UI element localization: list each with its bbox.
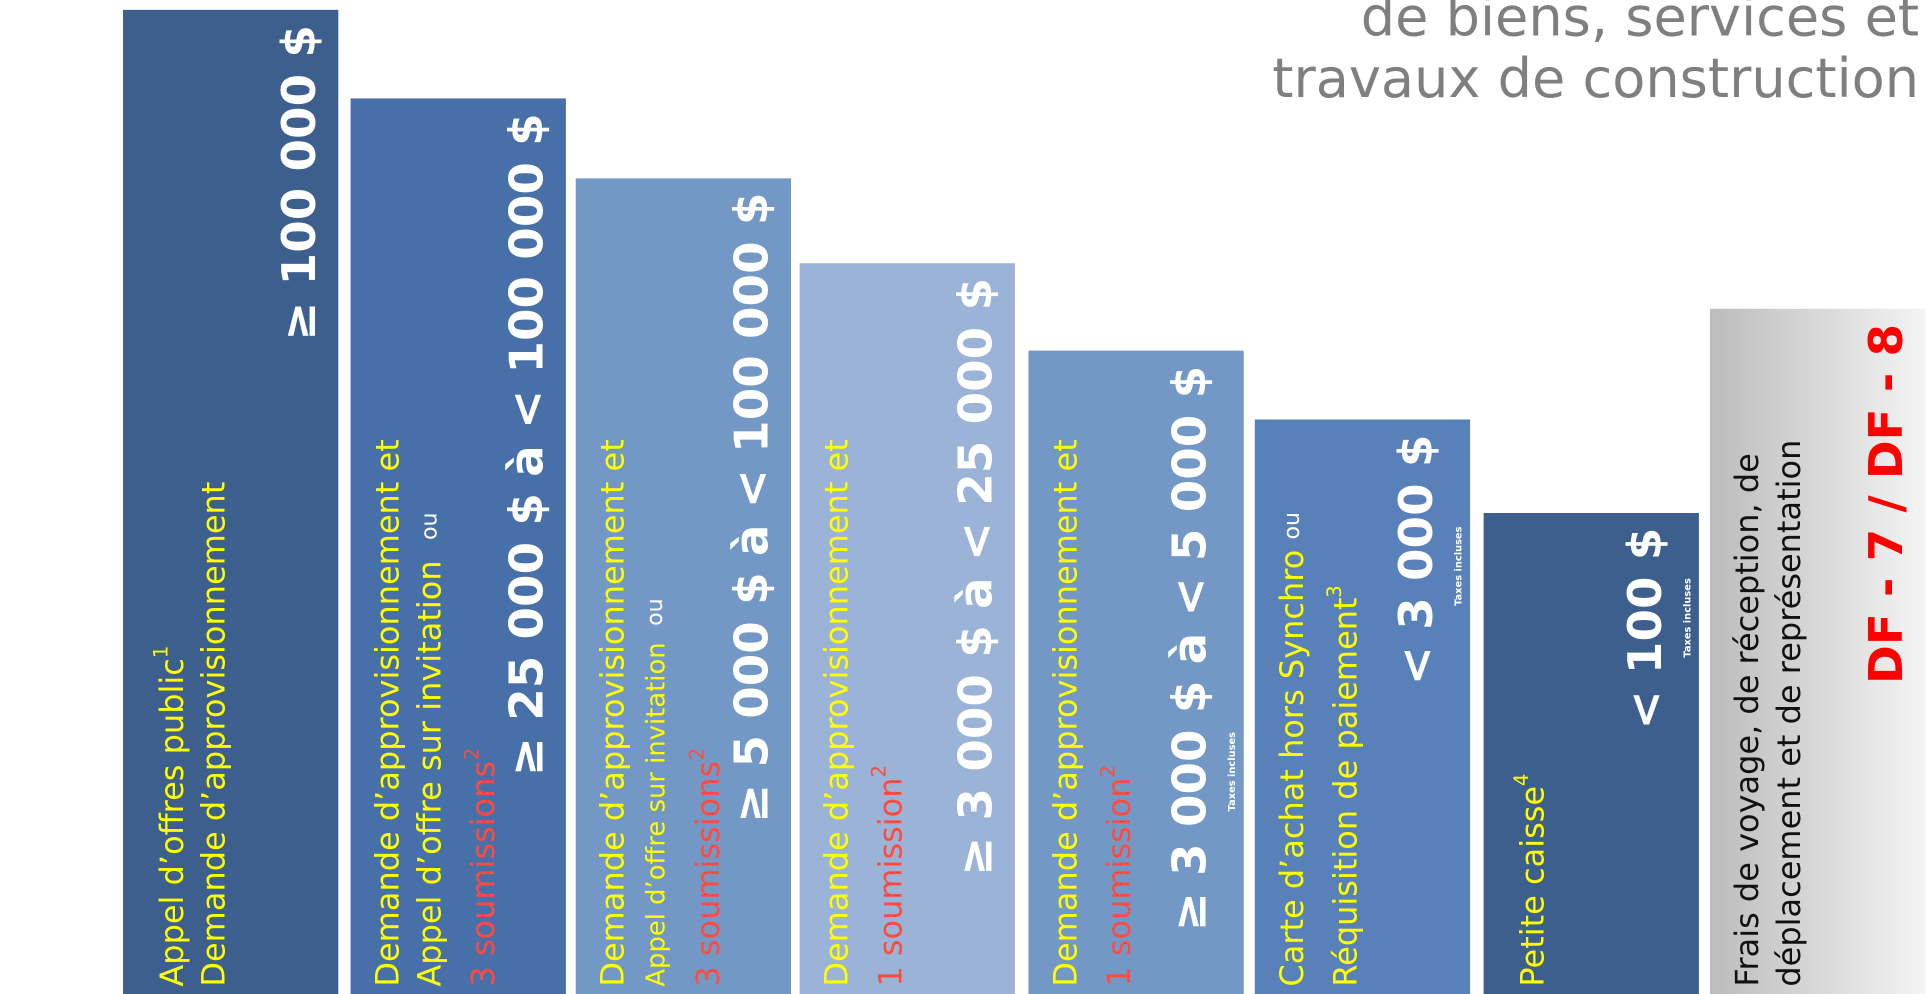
text: Petite caisse: [1515, 785, 1553, 987]
label: Demande d’approvisionnement et 1 soumiss…: [817, 276, 913, 987]
amount: ≥ 100 000 $: [271, 24, 327, 341]
column: Carte d’achat hors Synchro ou Réquisitio…: [1254, 419, 1471, 994]
text: 3 soumissions: [465, 760, 503, 987]
column: Demande d’approvisionnement et Appel d’o…: [350, 98, 566, 994]
footnote: 4: [1509, 773, 1533, 786]
label: Petite caisse4: [1501, 525, 1555, 986]
amount: ≥ 3 000 $ à < 5 000 $: [1162, 365, 1217, 931]
amount: < 3 000 $: [1388, 434, 1444, 685]
form-code: DF - 7 / DF - 8: [1858, 323, 1913, 684]
tax-note: Taxes incluses: [1452, 527, 1464, 607]
text: 3 soumissions: [690, 760, 728, 987]
column: Demande d’approvisionnement et 1 soumiss…: [1028, 350, 1244, 994]
amount: ≥ 3 000 $ à < 25 000 $: [948, 278, 1003, 876]
label-line: Demande d’approvisionnement et: [370, 439, 408, 987]
amount: < 100 $: [1617, 527, 1672, 730]
connector: ou: [642, 598, 668, 626]
text: 1 soumission: [1101, 777, 1139, 987]
amount: ≥ 25 000 $ à < 100 000 $: [499, 113, 554, 777]
footnote: 3: [1322, 584, 1346, 598]
text: Réquisition de paiement: [1328, 597, 1366, 987]
label-line: Frais de voyage, de réception, de: [1729, 453, 1767, 987]
text: Appel d’offre sur invitation: [412, 560, 450, 987]
tax-note: Taxes incluses: [1226, 732, 1238, 812]
label: Appel d’offres public1 Demande d’approvi…: [140, 22, 236, 987]
label-line: Demande d’approvisionnement et: [819, 439, 857, 987]
label-line: Appel d’offre sur invitation ou: [410, 111, 452, 987]
label-line: Demande d’approvisionnement et: [1048, 439, 1086, 987]
column: Demande d’approvisionnement et 1 soumiss…: [799, 263, 1015, 994]
footnote: 2: [1096, 764, 1120, 778]
column: Petite caisse4 < 100 $ Taxes incluses: [1483, 512, 1699, 994]
text: Appel d’offre sur invitation: [640, 642, 671, 987]
text: Carte d’achat hors Synchro: [1274, 549, 1312, 987]
label-line: Réquisition de paiement3: [1314, 432, 1368, 987]
label-line: Demande d’approvisionnement: [196, 481, 234, 987]
footnote: 2: [867, 764, 891, 778]
footnote: 1: [148, 645, 173, 659]
label-line: 3 soumissions2: [451, 111, 505, 987]
title-line: travaux de construction: [1272, 47, 1920, 111]
amount: ≥ 5 000 $ à < 100 000 $: [724, 193, 779, 824]
footnote: 2: [685, 748, 709, 761]
label-line: 1 soumission2: [1087, 363, 1141, 987]
title-line: de biens, services et: [1360, 0, 1920, 50]
column: Demande d’approvisionnement et Appel d’o…: [575, 178, 792, 994]
title: de biens, services et travaux de constru…: [1272, 0, 1919, 111]
label-line: Appel d’offre sur invitation ou: [635, 191, 677, 987]
label-line: 3 soumissions2: [677, 191, 731, 987]
column: Appel d’offres public1 Demande d’approvi…: [123, 9, 339, 994]
connector: ou: [417, 512, 443, 541]
text: 1 soumission: [873, 777, 910, 987]
footnote: 2: [460, 748, 484, 761]
label-line: Carte d’achat hors Synchro ou: [1272, 432, 1314, 987]
label: Carte d’achat hors Synchro ou Réquisitio…: [1272, 432, 1368, 987]
label-line: 1 soumission2: [859, 276, 913, 987]
label-line: Petite caisse4: [1501, 525, 1555, 986]
connector: ou: [1279, 511, 1306, 540]
text: Appel d’offres public: [154, 658, 192, 987]
label-line: déplacement et de représentation: [1771, 439, 1809, 987]
label-line: Demande d’approvisionnement et: [595, 439, 633, 987]
tax-note: Taxes incluses: [1681, 578, 1693, 659]
label: Frais de voyage, de réception, de déplac…: [1727, 321, 1811, 987]
column: Frais de voyage, de réception, de déplac…: [1709, 308, 1926, 994]
label: Demande d’approvisionnement et Appel d’o…: [368, 111, 505, 987]
label-line: Appel d’offres public1: [140, 22, 194, 987]
label: Demande d’approvisionnement et 1 soumiss…: [1046, 363, 1142, 987]
label: Demande d’approvisionnement et Appel d’o…: [593, 191, 731, 987]
